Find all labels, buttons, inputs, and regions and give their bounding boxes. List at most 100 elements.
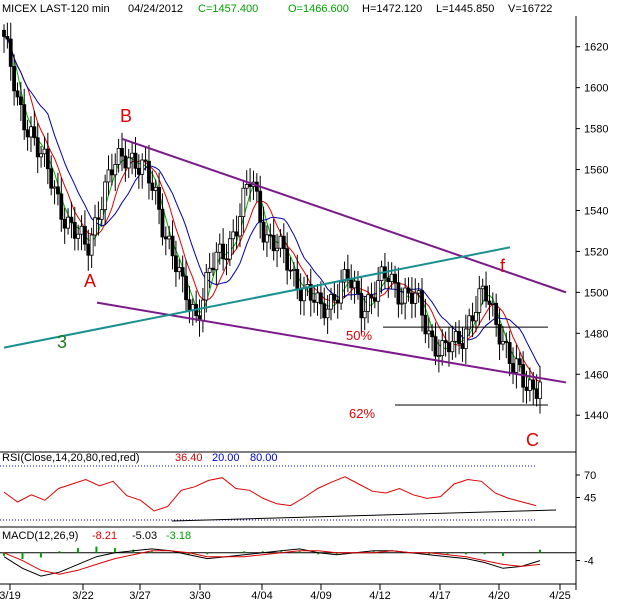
candle-body	[106, 169, 111, 183]
candle-body	[416, 290, 421, 294]
rsi-title: RSI(Close,14,20,80,red,red)	[2, 452, 140, 464]
lower-channel-line	[96, 301, 567, 384]
candle-body	[329, 294, 333, 310]
candle-body	[507, 342, 512, 364]
candle-body	[261, 221, 266, 243]
candle-body	[312, 299, 317, 303]
candle-body	[15, 90, 20, 98]
candle-body	[477, 288, 482, 313]
candle-body	[399, 302, 404, 305]
candle-body	[474, 312, 478, 322]
candle-body	[339, 281, 344, 304]
candle-body	[72, 221, 77, 239]
candle-body	[217, 243, 222, 253]
candle-body	[187, 299, 192, 311]
candle-body	[200, 299, 205, 322]
candle-body	[308, 284, 313, 301]
candle-body	[49, 168, 54, 189]
candle-body	[409, 292, 414, 304]
candle-body	[376, 280, 381, 302]
macd-hist-value: -3.18	[166, 530, 191, 542]
label-fib50: 50%	[346, 328, 372, 343]
price-tick-label: 1580	[584, 124, 608, 136]
candle-body	[389, 273, 394, 283]
candle-body	[504, 341, 509, 343]
candle-body	[524, 386, 529, 391]
candle-body	[238, 216, 242, 237]
candle-body	[494, 302, 499, 325]
candle-body	[450, 340, 455, 353]
candle-body	[241, 187, 246, 218]
header-date: 04/24/2012	[128, 3, 183, 15]
candle-body	[403, 287, 408, 304]
candle-body	[527, 379, 532, 391]
candle-body	[99, 209, 104, 220]
candle-body	[480, 285, 485, 290]
label-a: A	[84, 271, 96, 291]
candle-body	[231, 231, 236, 240]
candle-body	[2, 29, 6, 37]
candle-body	[298, 289, 303, 302]
header-low: L=1445.850	[436, 3, 494, 15]
candle-body	[430, 330, 435, 338]
candle-body	[484, 285, 488, 302]
candle-body	[130, 152, 135, 159]
candle-body	[366, 294, 370, 312]
candle-body	[440, 340, 445, 356]
candle-body	[221, 243, 226, 260]
candle-body	[29, 126, 33, 138]
candle-body	[470, 315, 475, 322]
rising-line-line	[3, 246, 511, 349]
candle-body	[359, 293, 364, 319]
candle-body	[271, 234, 276, 252]
candle-body	[147, 160, 151, 184]
candle-body	[59, 193, 64, 220]
candle-body	[322, 303, 327, 319]
candle-body	[207, 267, 212, 273]
macd-tick-label: -4	[584, 556, 594, 568]
header-close: C=1457.400	[198, 3, 258, 15]
candle-body	[214, 251, 219, 271]
candle-body	[103, 181, 108, 211]
header-high: H=1472.120	[362, 3, 422, 15]
candle-body	[113, 164, 118, 176]
candlesticks	[2, 22, 542, 414]
candle-body	[423, 314, 428, 335]
candle-body	[160, 208, 165, 238]
candle-body	[501, 341, 505, 345]
candle-body	[143, 159, 148, 162]
candle-body	[234, 231, 239, 237]
candle-body	[295, 268, 300, 290]
candle-body	[184, 275, 188, 301]
candle-body	[275, 247, 279, 252]
annotations: A B C f 3 50% 62%	[57, 106, 539, 450]
candle-body	[265, 234, 269, 243]
candle-body	[96, 217, 101, 220]
candle-body	[356, 280, 360, 294]
candle-body	[180, 267, 185, 277]
label-b: B	[120, 106, 132, 126]
header-open: O=1466.600	[288, 3, 349, 15]
rsi-low: 20.00	[212, 452, 240, 464]
candle-body	[386, 277, 391, 283]
candle-body	[126, 157, 131, 169]
candle-body	[140, 159, 145, 175]
candle-body	[453, 331, 458, 342]
candle-body	[258, 190, 263, 223]
candle-body	[487, 300, 492, 305]
price-tick-label: 1520	[584, 246, 608, 258]
candle-body	[443, 340, 448, 344]
label-c: C	[526, 430, 539, 450]
candle-body	[325, 308, 330, 319]
candle-body	[433, 336, 438, 357]
candle-body	[285, 248, 290, 271]
rsi-tick-label: 70	[584, 470, 596, 482]
x-tick-label: 4/20	[488, 590, 509, 602]
x-tick-label: 3/30	[189, 590, 210, 602]
candle-body	[116, 148, 121, 165]
candle-body	[150, 182, 155, 191]
x-axis: 3/19 3/22 3/27 3/30 4/04 4/09 4/12 4/17 4/20 4/25	[0, 584, 571, 602]
candle-body	[136, 167, 141, 175]
